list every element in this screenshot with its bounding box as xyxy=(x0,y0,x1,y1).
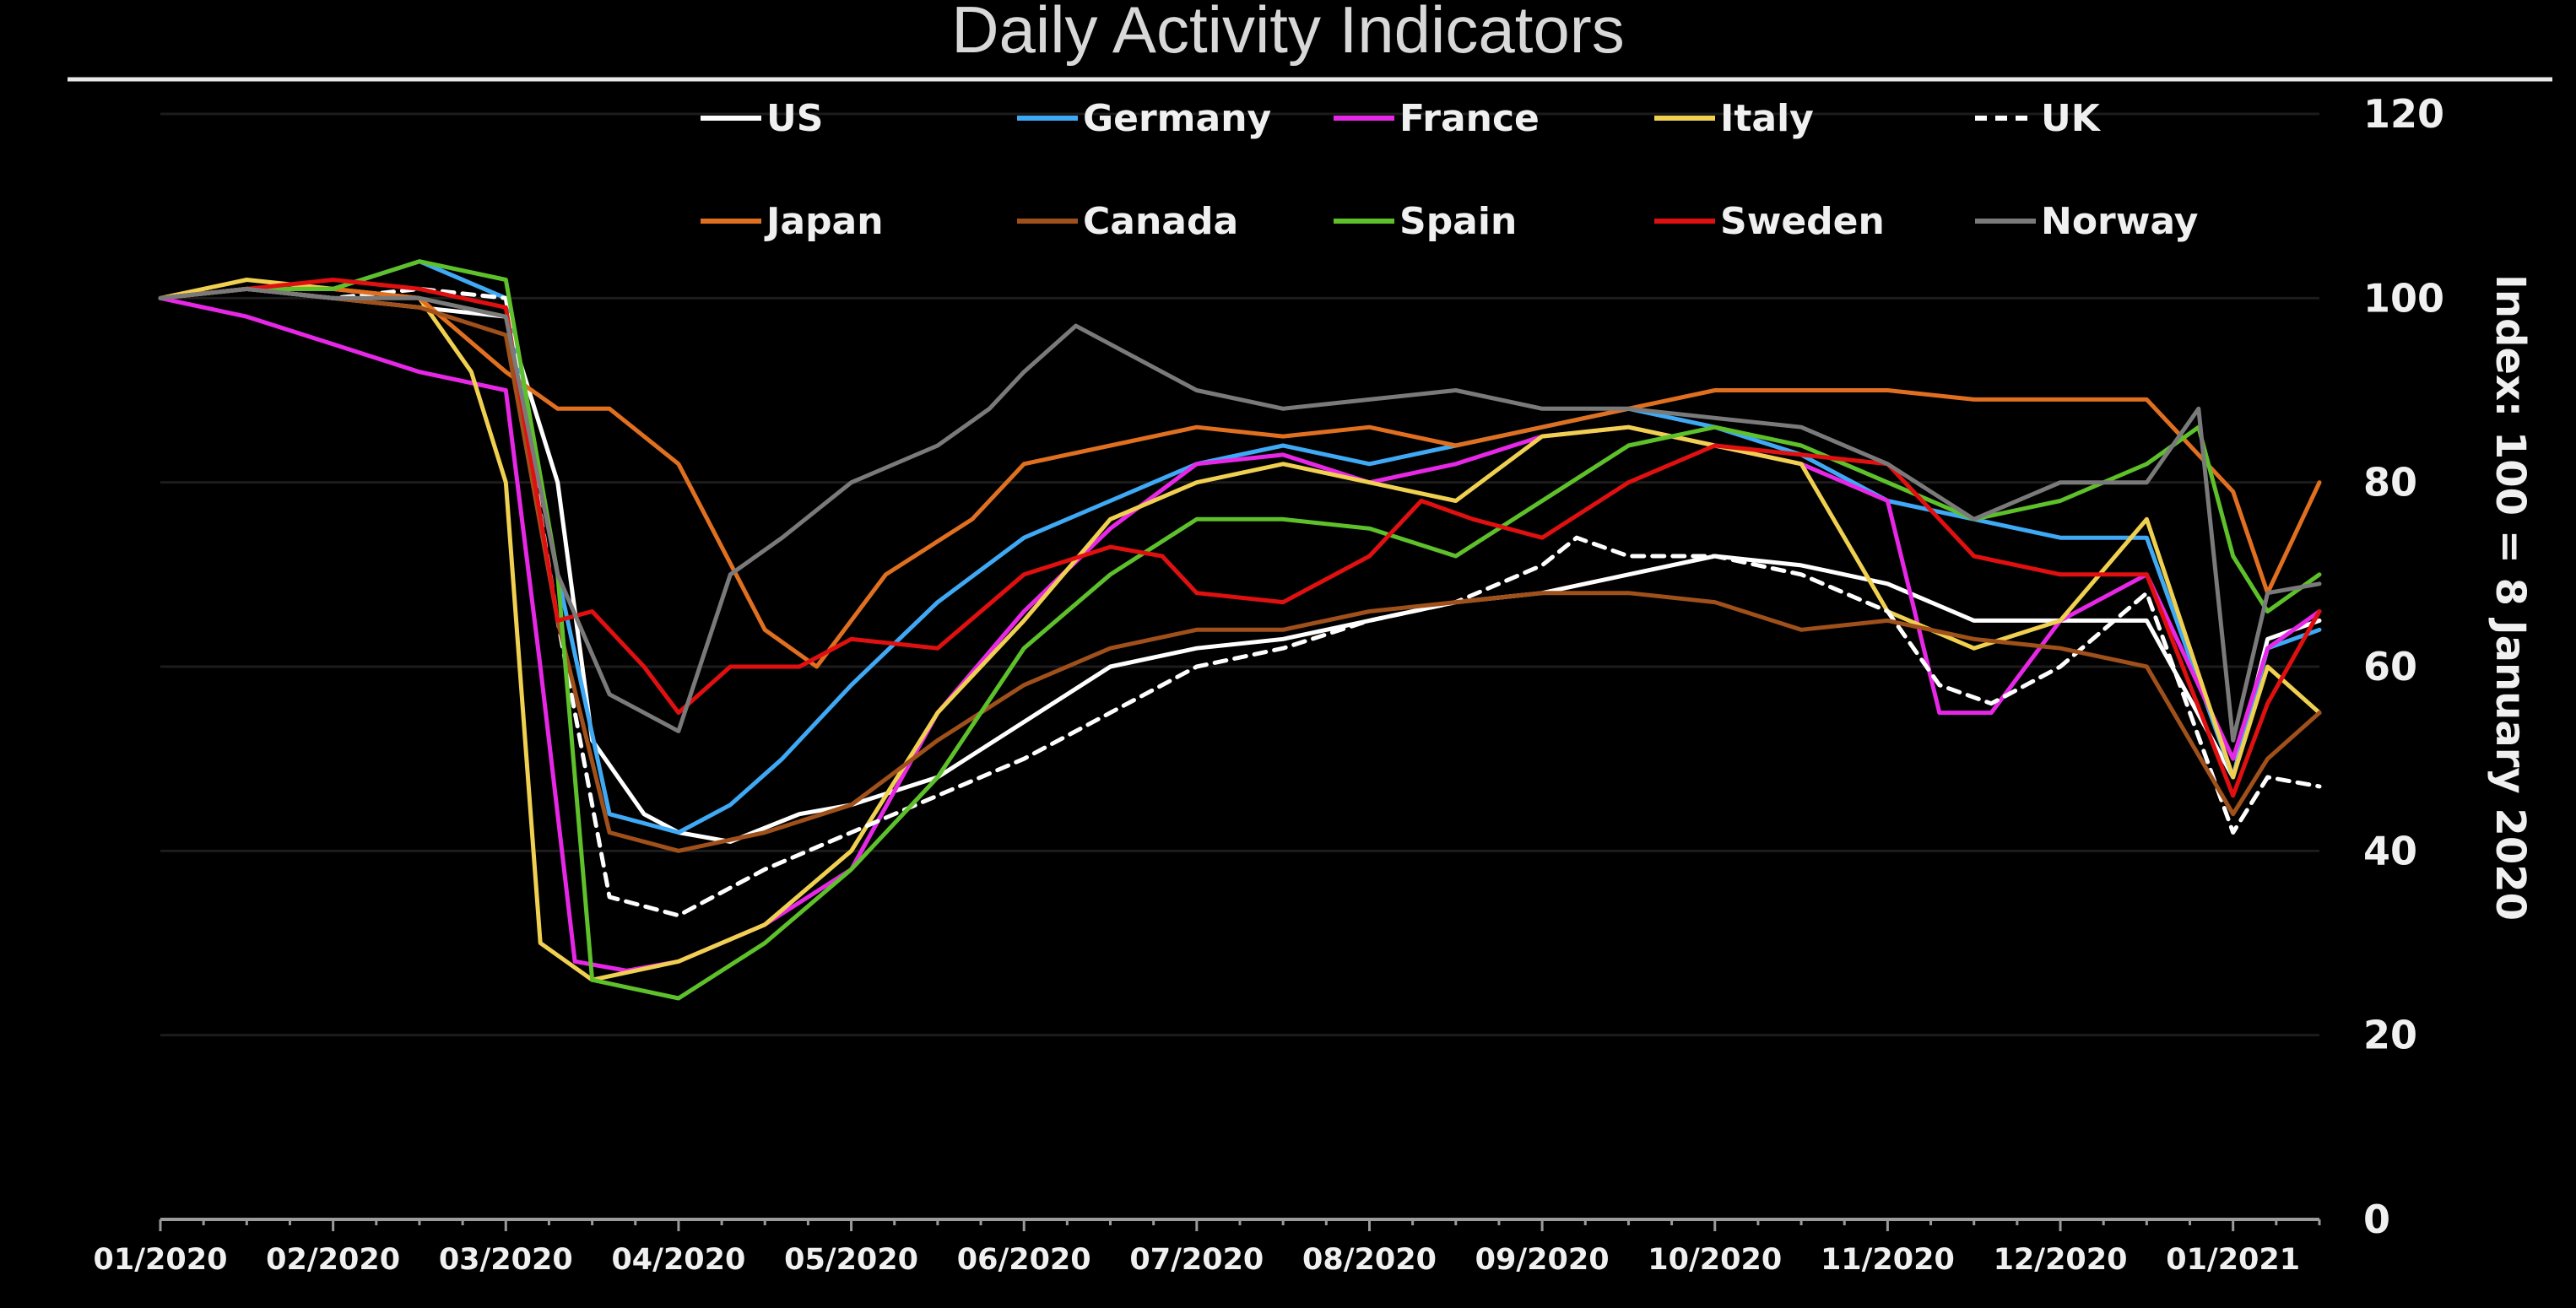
legend-label-uk: UK xyxy=(2041,97,2102,140)
series-line-sweden xyxy=(158,278,2322,798)
series-line-italy xyxy=(158,278,2322,982)
chart-title: Daily Activity Indicators xyxy=(951,0,1625,67)
legend-label-germany: Germany xyxy=(1083,97,1271,140)
legend-label-canada: Canada xyxy=(1083,200,1238,243)
x-tick-label: 08/2020 xyxy=(1302,1243,1437,1277)
x-tick-label: 01/2021 xyxy=(2166,1243,2300,1277)
x-tick-label: 06/2020 xyxy=(957,1243,1091,1277)
axes: 0 20 40 60 80 100 120 01/2020 02/2020 03/2020 04/2… xyxy=(94,91,2444,1277)
legend: US Germany France Italy UK Japan Canada Spain Sw… xyxy=(701,97,2198,243)
y-tick-label: 20 xyxy=(2363,1013,2417,1058)
y-tick-label: 100 xyxy=(2363,275,2444,321)
legend-label-italy: Italy xyxy=(1720,97,1814,140)
series-line-us xyxy=(158,286,2322,844)
x-tick-label: 02/2020 xyxy=(266,1243,400,1277)
series-line-norway xyxy=(158,286,2322,743)
x-tick-label: 12/2020 xyxy=(1994,1243,2128,1277)
x-tick-label: 09/2020 xyxy=(1475,1243,1610,1277)
x-tick-label: 05/2020 xyxy=(784,1243,918,1277)
y-axis-label: Index: 100 = 8 January 2020 xyxy=(2487,274,2534,921)
legend-label-sweden: Sweden xyxy=(1720,200,1885,243)
series-line-canada xyxy=(158,286,2322,853)
legend-label-france: France xyxy=(1399,97,1540,140)
y-tick-label: 80 xyxy=(2363,460,2417,505)
x-tick-label: 07/2020 xyxy=(1129,1243,1264,1277)
x-tick-label: 03/2020 xyxy=(439,1243,573,1277)
series-line-japan xyxy=(158,286,2322,669)
series-lines xyxy=(158,259,2322,1001)
series-line-germany xyxy=(158,259,2322,835)
legend-label-spain: Spain xyxy=(1399,200,1517,243)
y-tick-label: 120 xyxy=(2363,91,2444,137)
y-tick-label: 0 xyxy=(2363,1197,2390,1242)
series-line-france xyxy=(158,295,2322,973)
y-tick-label: 40 xyxy=(2363,828,2417,873)
x-tick-label: 01/2020 xyxy=(94,1243,228,1277)
gridlines xyxy=(160,112,2319,1037)
x-tick-label: 10/2020 xyxy=(1648,1243,1782,1277)
x-tick-label: 11/2020 xyxy=(1821,1243,1955,1277)
series-line-spain xyxy=(158,259,2322,1001)
legend-label-us: US xyxy=(766,97,823,140)
y-tick-label: 60 xyxy=(2363,644,2417,689)
legend-label-japan: Japan xyxy=(764,200,884,243)
x-tick-label: 04/2020 xyxy=(611,1243,745,1277)
series-line-uk xyxy=(158,286,2322,918)
legend-label-norway: Norway xyxy=(2041,200,2198,243)
